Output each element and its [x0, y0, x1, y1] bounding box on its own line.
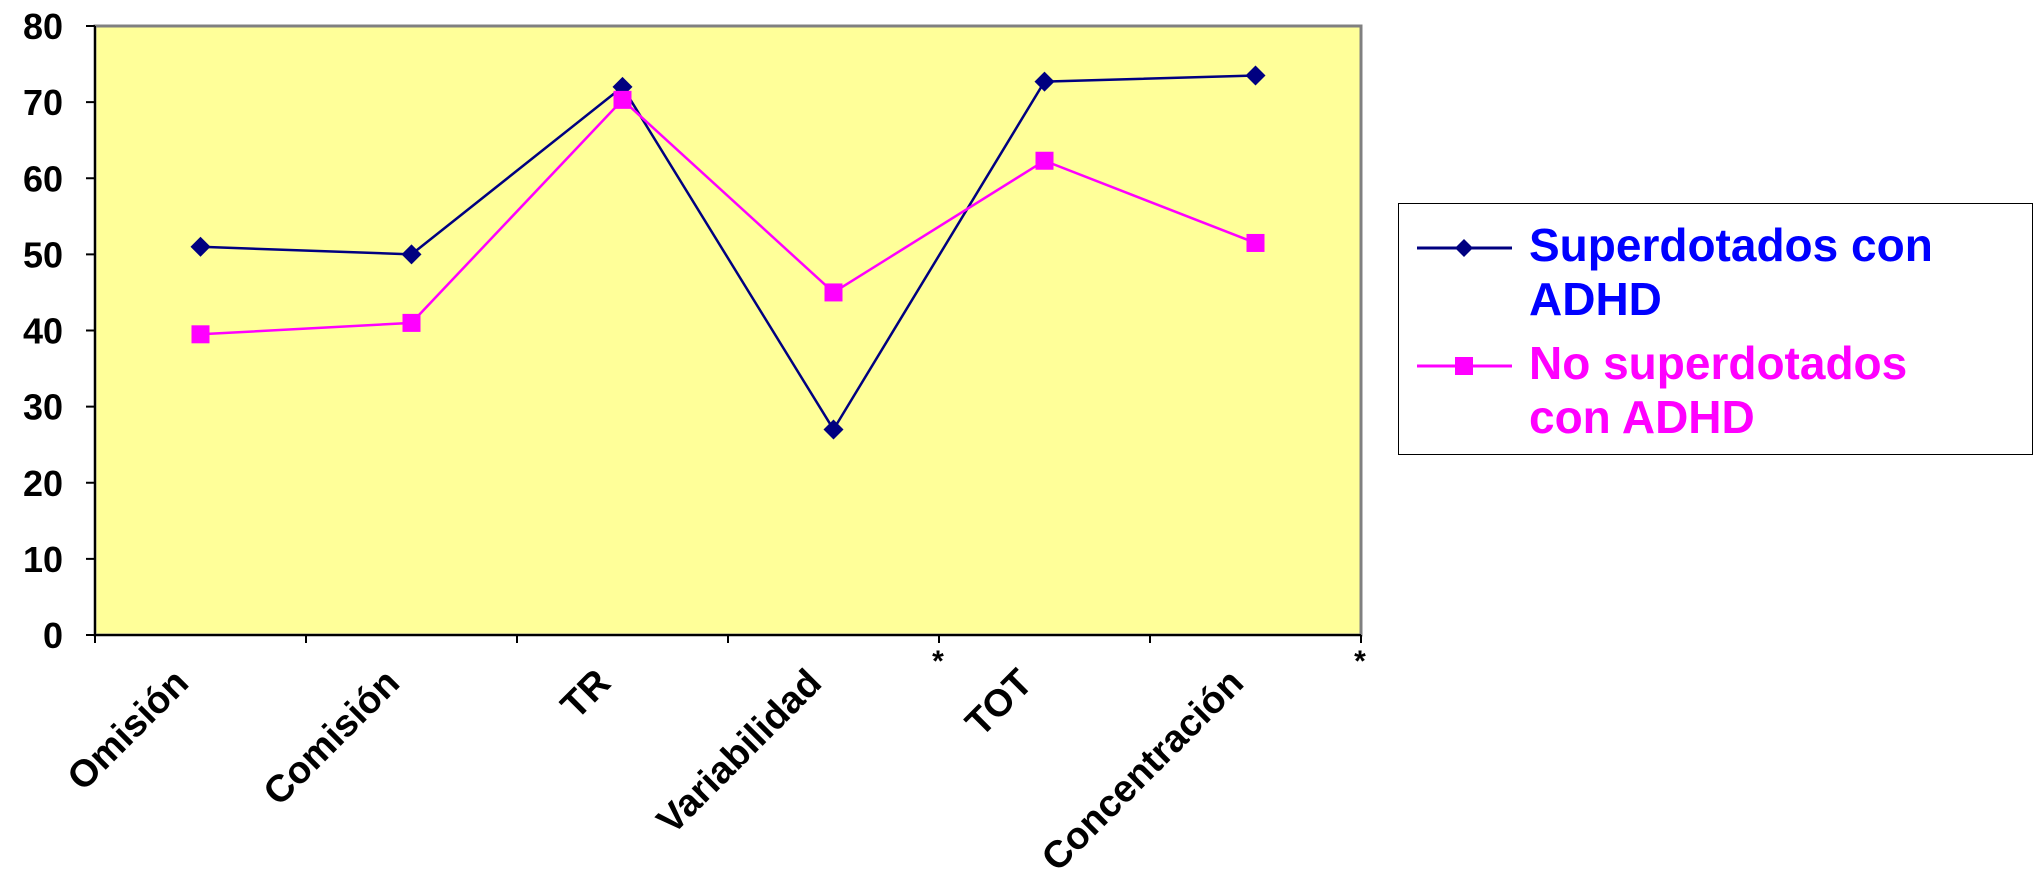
y-tick-label: 30	[23, 387, 63, 428]
y-axis: 0 10 20 30 40 50 60 70 80	[23, 6, 96, 656]
data-point-square	[1035, 151, 1054, 170]
legend-entry-series-2: No superdotados con ADHD	[1399, 332, 2032, 443]
legend-entry-series-1: Superdotados con ADHD	[1399, 214, 2032, 325]
y-tick-label: 80	[23, 6, 63, 47]
data-point-diamond	[1245, 65, 1266, 86]
series-line	[200, 74, 1256, 432]
y-tick-label: 70	[23, 82, 63, 123]
legend-label-series-1: Superdotados con ADHD	[1529, 219, 1933, 325]
data-point-diamond	[1034, 71, 1055, 92]
data-point-diamond	[823, 419, 844, 440]
x-category-label: Omisión	[60, 662, 197, 799]
x-category-label: Comisión	[256, 662, 408, 814]
data-point-square	[824, 283, 843, 302]
significance-marker: *	[932, 645, 944, 678]
series-line	[200, 98, 1256, 336]
x-category-label: Variabilidad	[649, 662, 830, 843]
series-layer	[190, 65, 1266, 440]
significance-marker: *	[1354, 645, 1366, 678]
y-tick-label: 40	[23, 311, 63, 352]
data-point-diamond	[401, 244, 422, 265]
data-point-diamond	[190, 236, 211, 257]
y-tick-label: 60	[23, 158, 63, 199]
legend-label-series-2: No superdotados con ADHD	[1529, 337, 1908, 443]
legend-swatch-square	[1417, 357, 1512, 375]
legend: Superdotados con ADHD No superdotados co…	[1398, 203, 2033, 455]
y-tick-label: 10	[23, 539, 63, 580]
x-category-label: TR	[553, 662, 619, 728]
y-tick-label: 0	[43, 615, 63, 656]
legend-swatch-diamond	[1417, 239, 1512, 257]
data-point-square	[191, 325, 210, 344]
x-category-label: TOT	[958, 662, 1041, 745]
data-point-square	[613, 90, 632, 109]
y-tick-label: 20	[23, 463, 63, 504]
series-2	[191, 90, 1265, 344]
x-category-label: Concentración	[1034, 662, 1252, 880]
data-point-square	[402, 313, 421, 332]
data-point-square	[1246, 233, 1265, 252]
plot-area	[93, 24, 1363, 637]
x-axis: Omisión Comisión TR Variabilidad * TOTConcent…	[60, 634, 1366, 880]
y-tick-label: 50	[23, 234, 63, 275]
